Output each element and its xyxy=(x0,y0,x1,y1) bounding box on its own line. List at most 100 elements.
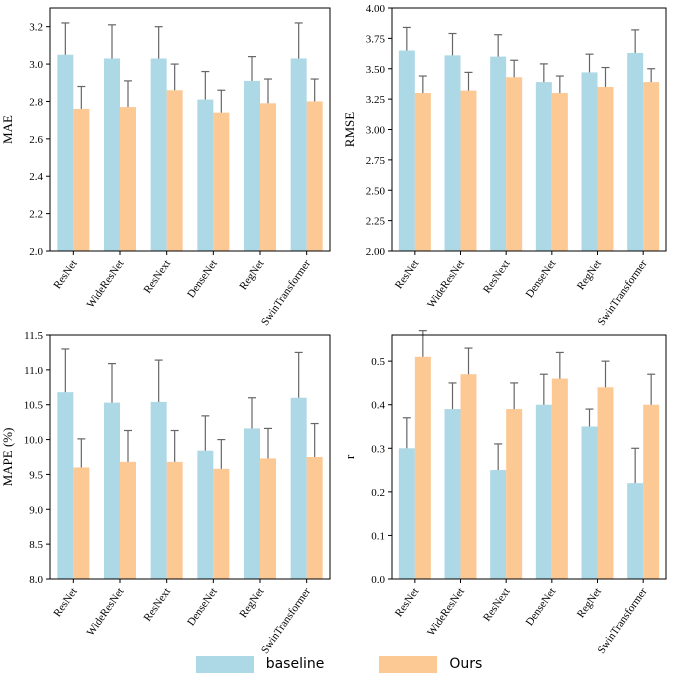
bar-ours-densenet xyxy=(551,378,568,579)
error-bar-ours-densenet xyxy=(217,438,226,469)
bar-baseline-wideresnet xyxy=(104,58,120,251)
chart-mape: 8.0 8.5 9.0 9.5 10.0 10.5 11.0 11.5 ResNet WideRe… xyxy=(0,330,331,656)
bar-baseline-swintransformer xyxy=(290,397,307,579)
bar-baseline-swintransformer xyxy=(290,58,307,251)
y-axis-title: r xyxy=(342,454,357,459)
x-tick-label-densenet: DenseNet xyxy=(524,586,559,628)
bar-ours-resnet xyxy=(73,108,90,251)
bar-baseline-resnet xyxy=(57,54,74,251)
y-tick-label: 2.00 xyxy=(366,246,386,258)
x-tick-label-resnext: ResNext xyxy=(142,258,174,296)
x-tick-label-resnext: ResNext xyxy=(481,258,513,296)
bar-ours-resnext xyxy=(506,77,523,251)
x-tick-label-resnet: ResNet xyxy=(51,258,79,291)
error-bar-baseline-swintransformer xyxy=(294,351,303,398)
bar-ours-regnet xyxy=(260,103,276,251)
y-tick-label: 0.0 xyxy=(371,574,385,586)
bar-baseline-densenet xyxy=(197,99,214,251)
y-tick-label: 2.0 xyxy=(29,246,43,258)
y-tick-label: 10.0 xyxy=(24,435,44,447)
axes-frame xyxy=(391,334,667,580)
y-tick-label: 2.4 xyxy=(29,171,43,183)
y-tick-label: 3.25 xyxy=(366,94,386,106)
bar-ours-swintransformer xyxy=(643,404,660,579)
y-tick-label: 10.5 xyxy=(24,400,44,412)
error-bar-baseline-swintransformer xyxy=(294,22,303,59)
x-tick-label-regnet: RegNet xyxy=(237,258,266,292)
y-tick-label: 9.0 xyxy=(29,504,43,516)
error-bar-ours-regnet xyxy=(601,360,610,388)
x-tick-label-resnext: ResNext xyxy=(142,586,174,624)
error-bar-baseline-resnet xyxy=(402,26,411,51)
error-bar-ours-swintransformer xyxy=(647,68,656,83)
bar-baseline-resnet xyxy=(398,50,415,252)
y-tick-label: 8.0 xyxy=(29,574,43,586)
bar-ours-wideresnet xyxy=(460,90,477,252)
bar-ours-regnet xyxy=(597,86,614,251)
error-bar-baseline-regnet xyxy=(248,55,256,81)
bar-ours-swintransformer xyxy=(643,82,660,252)
bar-ours-wideresnet xyxy=(120,461,136,579)
y-tick-label: 0.5 xyxy=(371,356,385,368)
error-bar-ours-swintransformer xyxy=(310,422,319,457)
error-bar-ours-regnet xyxy=(601,66,610,87)
x-tick-label-resnet: ResNet xyxy=(393,586,421,619)
bar-baseline-densenet xyxy=(535,82,552,252)
axes-frame xyxy=(49,334,331,580)
bar-ours-resnext xyxy=(166,90,183,251)
bar-baseline-resnext xyxy=(490,470,507,579)
bar-baseline-resnet xyxy=(398,448,415,579)
error-bar-baseline-wideresnet xyxy=(448,32,457,56)
y-tick-label: 0.4 xyxy=(371,400,385,412)
legend-swatch-ours xyxy=(379,655,438,673)
bar-baseline-regnet xyxy=(244,428,260,579)
error-bar-ours-resnext xyxy=(510,382,519,410)
x-tick-label-regnet: RegNet xyxy=(237,586,266,620)
error-bar-ours-swintransformer xyxy=(310,78,319,102)
axes-frame xyxy=(49,7,331,252)
y-tick-label: 0.3 xyxy=(371,443,385,455)
legend-label-baseline: baseline xyxy=(265,656,325,672)
error-bar-ours-densenet xyxy=(555,75,564,94)
error-bar-baseline-wideresnet xyxy=(108,24,116,59)
bar-ours-resnet xyxy=(73,467,90,579)
error-bar-ours-wideresnet xyxy=(124,429,132,462)
bar-baseline-regnet xyxy=(581,426,598,579)
error-bar-baseline-resnext xyxy=(494,443,503,471)
bar-baseline-resnext xyxy=(490,56,507,251)
bar-baseline-wideresnet xyxy=(104,402,120,579)
x-tick-label-densenet: DenseNet xyxy=(524,258,559,300)
error-bar-baseline-regnet xyxy=(248,397,256,429)
x-tick-label-wideresnet: WideResNet xyxy=(85,258,127,311)
bar-ours-wideresnet xyxy=(120,107,136,251)
y-tick-label: 11.0 xyxy=(24,365,43,377)
error-bar-ours-resnet xyxy=(77,85,86,109)
error-bar-baseline-resnext xyxy=(154,359,163,402)
bar-ours-wideresnet xyxy=(460,374,477,579)
legend: baseline Ours xyxy=(0,652,678,676)
chart-mae: 2.0 2.2 2.4 2.6 2.8 3.0 3.2 ResNet WideResNet Res… xyxy=(0,7,331,328)
error-bar-ours-resnext xyxy=(510,59,519,78)
y-tick-label: 3.00 xyxy=(366,125,386,137)
chart-rmse: 2.00 2.25 2.50 2.75 3.00 3.25 3.50 3.75 4.00 ResN… xyxy=(342,3,667,328)
error-bar-ours-resnext xyxy=(170,63,179,91)
error-bar-ours-resnext xyxy=(170,429,179,462)
error-bar-baseline-resnext xyxy=(494,34,503,57)
chart-r: 0.0 0.1 0.2 0.3 0.4 0.5 ResNet WideResNet ResNex… xyxy=(342,330,667,656)
bar-baseline-resnext xyxy=(150,401,167,579)
error-bar-baseline-regnet xyxy=(585,53,594,73)
y-axis-title: MAPE (%) xyxy=(0,428,15,487)
y-tick-label: 4.00 xyxy=(366,3,386,15)
error-bar-ours-wideresnet xyxy=(464,71,473,91)
error-bar-baseline-resnet xyxy=(61,348,70,393)
bar-baseline-densenet xyxy=(197,450,214,579)
bar-ours-resnet xyxy=(414,93,431,251)
error-bar-baseline-resnext xyxy=(154,26,163,59)
y-tick-label: 3.50 xyxy=(366,64,386,76)
bar-ours-regnet xyxy=(597,387,614,579)
y-tick-label: 11.5 xyxy=(24,330,43,342)
bar-baseline-resnext xyxy=(150,58,167,251)
error-bar-ours-wideresnet xyxy=(124,80,132,108)
legend-item-baseline: baseline xyxy=(195,655,325,673)
y-axis-title: RMSE xyxy=(342,112,357,147)
